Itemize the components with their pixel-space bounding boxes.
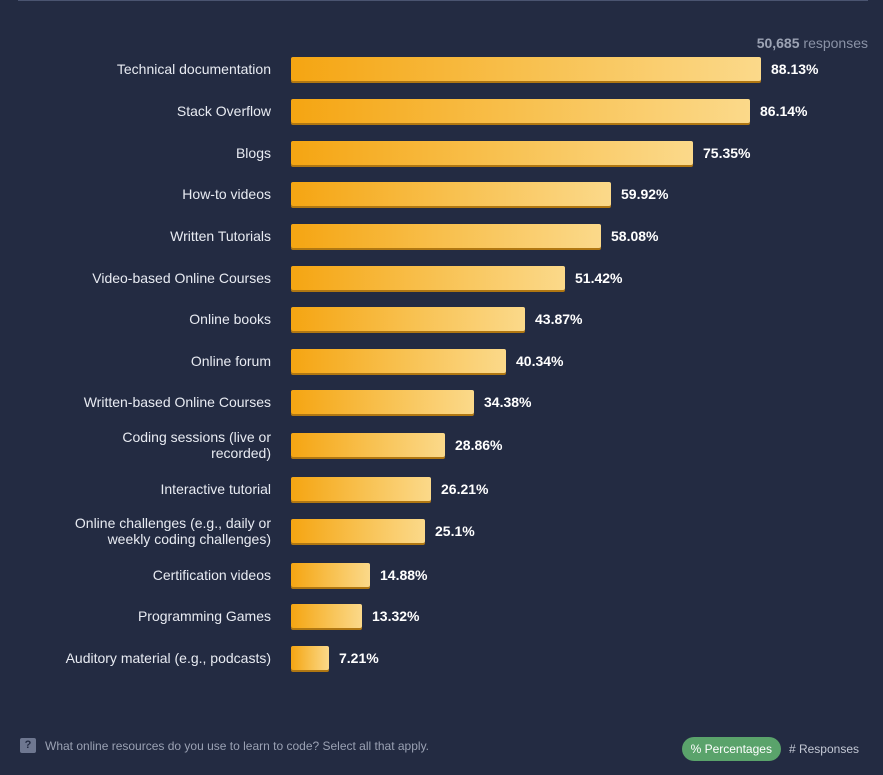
- value-label: 43.87%: [535, 311, 583, 327]
- responses-count: 50,685 responses: [757, 35, 868, 51]
- category-label: Technical documentation: [11, 61, 271, 77]
- bar[interactable]: [291, 604, 362, 628]
- value-label: 25.1%: [435, 523, 475, 539]
- value-label: 40.34%: [516, 353, 564, 369]
- category-label-line: Coding sessions (live or: [122, 429, 271, 445]
- category-label-line: Online forum: [190, 353, 271, 369]
- responses-word: responses: [803, 35, 868, 51]
- value-label: 14.88%: [380, 567, 428, 583]
- category-label: Blogs: [11, 145, 271, 161]
- display-toggle: % Percentages # Responses: [681, 737, 859, 761]
- category-label-line: Blogs: [235, 145, 271, 161]
- value-label: 75.35%: [703, 145, 751, 161]
- category-label: Certification videos: [11, 567, 271, 583]
- category-label: Written Tutorials: [11, 228, 271, 244]
- question-help-icon[interactable]: ?: [20, 738, 36, 753]
- bar[interactable]: [291, 266, 565, 290]
- bar[interactable]: [291, 477, 431, 501]
- category-label-line: Programming Games: [137, 608, 271, 624]
- value-label: 86.14%: [760, 103, 808, 119]
- category-label: Coding sessions (live or recorded): [11, 429, 271, 461]
- value-label: 34.38%: [484, 394, 532, 410]
- bar[interactable]: [291, 182, 611, 206]
- category-label-line: Certification videos: [152, 567, 271, 583]
- category-label: Written-based Online Courses: [11, 394, 271, 410]
- category-label-line: Video-based Online Courses: [92, 270, 271, 286]
- bar[interactable]: [291, 349, 506, 373]
- bar[interactable]: [291, 57, 761, 81]
- category-label: Programming Games: [11, 608, 271, 624]
- bar-chart: Technical documentation 88.13% Stack Overf…: [11, 57, 819, 670]
- category-label-line: Written-based Online Courses: [83, 394, 271, 410]
- category-label-line: Online challenges (e.g., daily or: [74, 515, 271, 531]
- question-text: What online resources do you use to lear…: [45, 738, 430, 753]
- bar[interactable]: [291, 646, 329, 670]
- top-divider: [18, 0, 868, 1]
- category-label: Stack Overflow: [11, 103, 271, 119]
- bar[interactable]: [291, 99, 750, 123]
- value-label: 51.42%: [575, 270, 623, 286]
- category-label: Auditory material (e.g., podcasts): [11, 650, 271, 666]
- category-label-line: weekly coding challenges): [107, 531, 271, 547]
- category-label-line: recorded): [211, 445, 271, 461]
- category-label-line: Auditory material (e.g., podcasts): [65, 650, 271, 666]
- bar[interactable]: [291, 519, 425, 543]
- category-label-line: Interactive tutorial: [160, 481, 272, 497]
- toggle-percentages-button[interactable]: % Percentages: [681, 737, 781, 761]
- question-footer: ? What online resources do you use to le…: [20, 738, 429, 753]
- bar[interactable]: [291, 390, 474, 414]
- category-label: Interactive tutorial: [11, 481, 272, 497]
- value-label: 7.21%: [339, 650, 379, 666]
- value-label: 88.13%: [771, 61, 819, 77]
- category-label-line: Technical documentation: [116, 61, 271, 77]
- bar[interactable]: [291, 307, 525, 331]
- category-label: Online forum: [11, 353, 271, 369]
- category-label-line: Written Tutorials: [170, 228, 271, 244]
- value-label: 28.86%: [455, 437, 503, 453]
- category-label-line: Stack Overflow: [176, 103, 271, 119]
- category-label: Online challenges (e.g., daily or weekly …: [11, 515, 271, 547]
- bar[interactable]: [291, 141, 693, 165]
- toggle-responses-button[interactable]: # Responses: [788, 742, 859, 756]
- value-label: 26.21%: [441, 481, 489, 497]
- bar[interactable]: [291, 224, 601, 248]
- bar[interactable]: [291, 563, 370, 587]
- value-label: 13.32%: [372, 608, 420, 624]
- category-label-line: How-to videos: [182, 186, 271, 202]
- responses-number: 50,685: [756, 35, 800, 51]
- bar[interactable]: [291, 433, 445, 457]
- category-label-line: Online books: [189, 311, 271, 327]
- category-label: Online books: [11, 311, 271, 327]
- value-label: 59.92%: [621, 186, 669, 202]
- value-label: 58.08%: [611, 228, 659, 244]
- category-label: Video-based Online Courses: [11, 270, 271, 286]
- category-label: How-to videos: [11, 186, 271, 202]
